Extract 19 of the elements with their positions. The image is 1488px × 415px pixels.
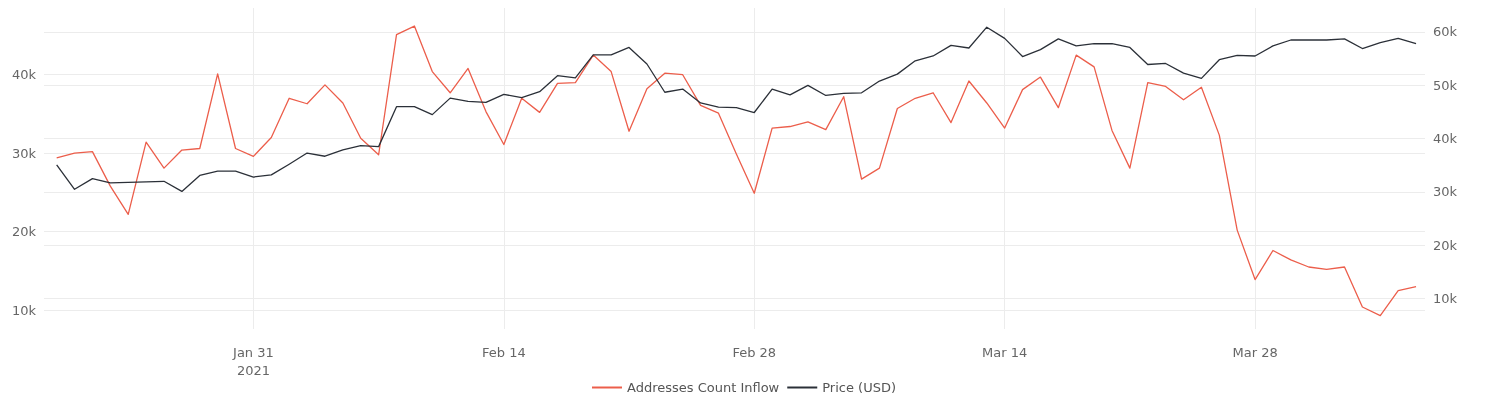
y-tick-label: 10k [11, 302, 37, 318]
legend-label: Addresses Count Inflow [626, 380, 780, 395]
legend-label: Price (USD) [822, 380, 897, 395]
y-tick-label: 30k [11, 145, 37, 161]
y2-tick-label: 40k [1433, 131, 1458, 147]
x-tick-label: Feb 28 [732, 344, 777, 360]
y2-tick-label: 30k [1433, 184, 1458, 200]
y-tick-label: 40k [11, 67, 37, 83]
line-series [56, 25, 1417, 317]
y2-tick-label: 60k [1433, 24, 1458, 40]
x-tick-label: Mar 14 [982, 344, 1028, 360]
x-tick-label: Feb 14 [481, 344, 526, 360]
y2-tick-label: 20k [1433, 237, 1458, 253]
line-series [56, 26, 1417, 193]
x-tick-label: Jan 31 2021 [232, 344, 274, 378]
y2-tick-label: 50k [1433, 77, 1458, 93]
x-tick-label: Mar 28 [1232, 344, 1278, 360]
y2-tick-label: 10k [1433, 291, 1458, 307]
y-tick-label: 20k [11, 224, 37, 240]
